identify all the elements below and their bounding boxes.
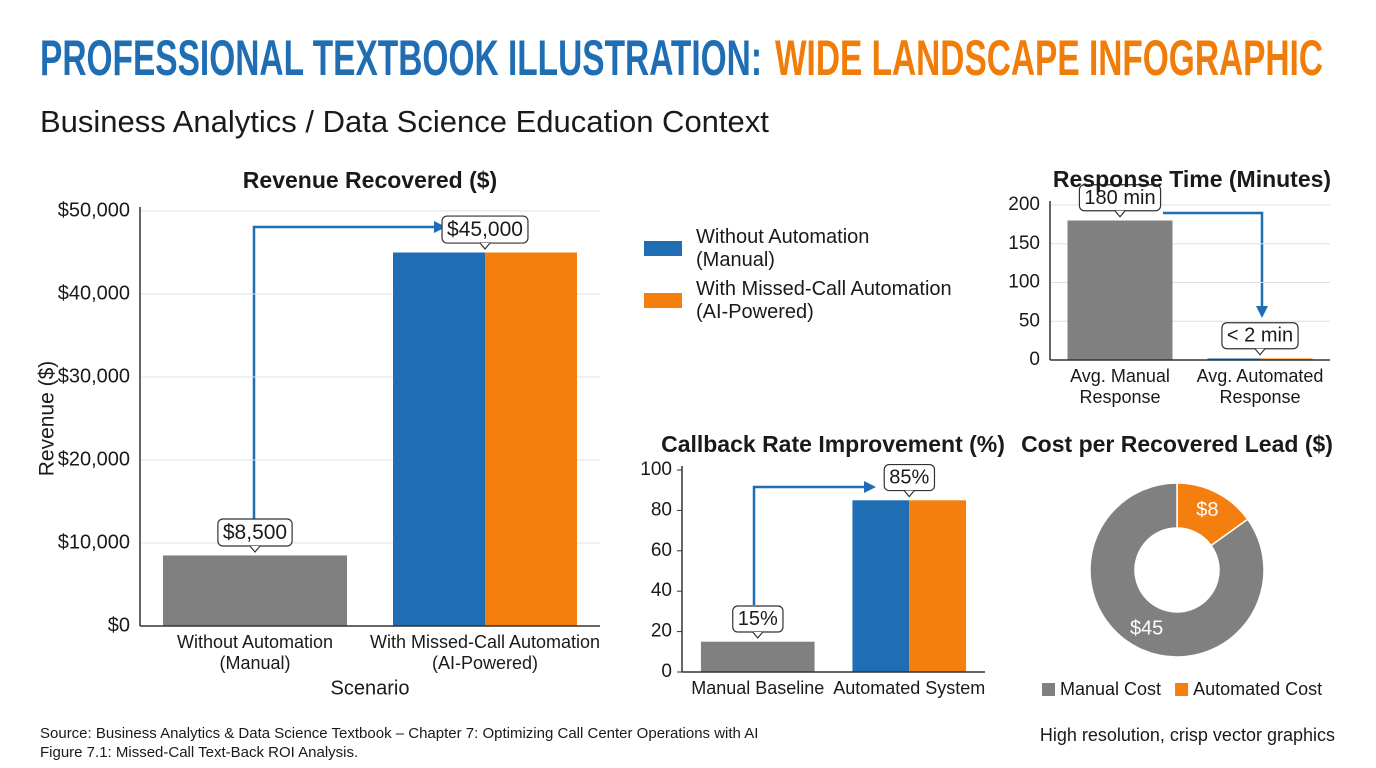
y-tick-label: $40,000 — [58, 282, 130, 304]
y-axis-label: Revenue ($) — [36, 361, 59, 477]
chart-title: Response Time (Minutes) — [1053, 166, 1331, 192]
y-tick-label: $30,000 — [58, 365, 130, 387]
annotation-arrows — [252, 211, 1264, 605]
source: Source: Business Analytics & Data Scienc… — [40, 725, 758, 742]
x-tick-label: With Missed-Call Automation (AI-Powered) — [370, 632, 600, 673]
x-tick-label: Manual Baseline — [691, 678, 824, 698]
legend-swatch — [1175, 683, 1189, 696]
chart-title: Revenue Recovered ($) — [243, 167, 497, 193]
donut-slice — [1089, 482, 1265, 658]
value-label-pointer — [1254, 348, 1266, 356]
y-tick-label: 50 — [1019, 310, 1040, 331]
y-tick-label: 200 — [1008, 194, 1040, 215]
legend-label: Without Automation (Manual) — [696, 226, 869, 271]
value-label: < 2 min — [1227, 325, 1293, 347]
legend-label: Automated Cost — [1193, 679, 1322, 699]
x-tick-label: Without Automation (Manual) — [177, 632, 333, 673]
subtitle: Business Analytics / Data Science Educat… — [40, 104, 769, 139]
bar-segment — [1260, 358, 1313, 360]
value-label: $45,000 — [447, 218, 523, 241]
y-tick-label: 0 — [1029, 349, 1040, 370]
y-tick-label: 150 — [1008, 233, 1040, 254]
note: High resolution, crisp vector graphics — [1040, 725, 1335, 745]
slice-label: $45 — [1130, 617, 1163, 639]
arrow-head — [1256, 306, 1268, 318]
bar — [700, 641, 815, 672]
slice-label: $8 — [1196, 499, 1218, 521]
y-tick-label: $0 — [108, 614, 130, 636]
x-tick-label: Automated System — [833, 678, 985, 698]
arrow-head — [434, 221, 446, 233]
value-label-pointer — [752, 631, 764, 639]
arrow — [752, 485, 870, 605]
value-label: $8,500 — [223, 521, 287, 544]
y-tick-label: 80 — [651, 499, 672, 520]
bar-segment — [1207, 358, 1260, 360]
legend-label: Manual Cost — [1060, 679, 1161, 699]
y-tick-label: 60 — [651, 540, 672, 561]
x-tick-label: Avg. Manual Response — [1070, 366, 1170, 407]
legend-swatch — [644, 293, 682, 308]
value-label-pointer — [903, 490, 915, 498]
arrow — [252, 225, 440, 535]
y-tick-label: $10,000 — [58, 531, 130, 553]
chart-title: Callback Rate Improvement (%) — [661, 431, 1005, 457]
bar — [163, 555, 347, 626]
title-part1: PROFESSIONAL TEXTBOOK ILLUSTRATION: — [40, 30, 762, 86]
legend-swatch — [1042, 683, 1055, 696]
arrow-heads — [434, 221, 1268, 493]
bar — [1067, 220, 1173, 360]
value-label-pointer — [249, 545, 261, 553]
legend-swatch — [644, 241, 682, 256]
bar-segment — [485, 252, 577, 626]
value-label: 85% — [889, 467, 929, 489]
value-label: 180 min — [1084, 187, 1155, 209]
value-label-pointer — [479, 242, 491, 250]
y-tick-label: 20 — [651, 621, 672, 642]
legend-label: With Missed-Call Automation (AI-Powered) — [696, 278, 952, 323]
bar-segment — [909, 500, 967, 672]
y-tick-label: $20,000 — [58, 448, 130, 470]
figure-caption: Figure 7.1: Missed-Call Text-Back ROI An… — [40, 744, 358, 761]
value-label: 15% — [738, 608, 778, 630]
y-tick-label: 0 — [661, 661, 672, 682]
chart-title: Cost per Recovered Lead ($) — [1021, 431, 1333, 457]
y-tick-label: $50,000 — [58, 199, 130, 221]
bar-segment — [852, 500, 910, 672]
value-label-pointer — [1114, 210, 1126, 218]
x-axis-label: Scenario — [331, 677, 410, 699]
y-tick-label: 100 — [1008, 272, 1040, 293]
title-part2: WIDE LANDSCAPE INFOGRAPHIC — [775, 30, 1323, 86]
x-tick-label: Avg. Automated Response — [1197, 366, 1324, 407]
arrow-head — [864, 481, 876, 493]
bar-segment — [393, 252, 485, 626]
y-tick-label: 40 — [651, 580, 672, 601]
y-tick-label: 100 — [640, 459, 672, 480]
arrow — [1163, 211, 1264, 312]
